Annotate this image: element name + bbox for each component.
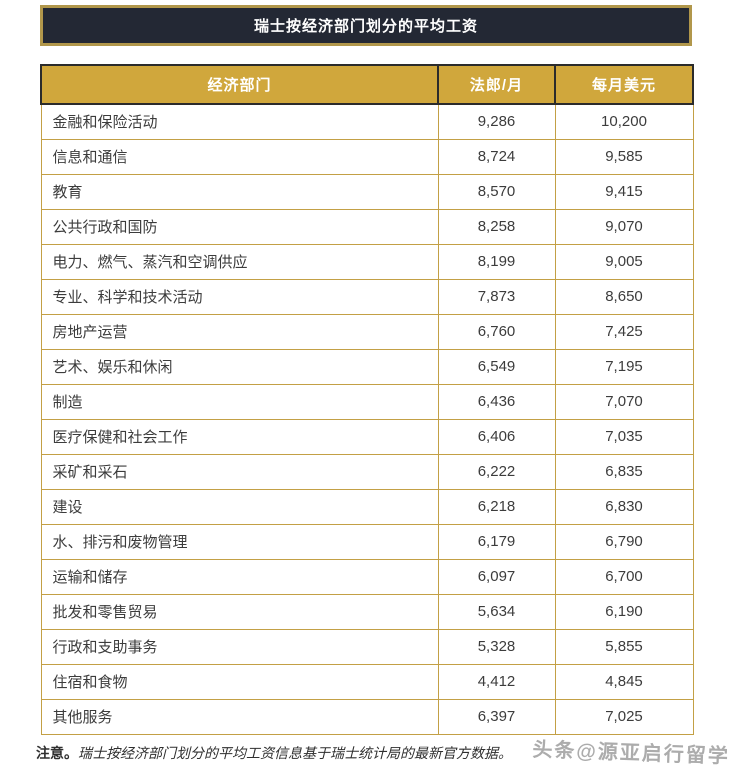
usd-cell: 7,425: [554, 313, 694, 350]
usd-cell: 9,070: [554, 208, 694, 245]
sector-cell: 运输和储存: [40, 558, 439, 595]
chf-cell: 6,436: [437, 383, 556, 420]
chf-cell: 6,406: [437, 418, 556, 455]
chf-cell: 6,222: [437, 453, 556, 490]
chf-cell: 4,412: [437, 663, 556, 700]
sector-cell: 艺术、娱乐和休闲: [40, 348, 439, 385]
chf-cell: 6,179: [437, 523, 556, 560]
sector-cell: 采矿和采石: [40, 453, 439, 490]
table-row: 建设 6,218 6,830: [40, 488, 694, 525]
page-title: 瑞士按经济部门划分的平均工资: [253, 18, 478, 35]
sector-cell: 批发和零售贸易: [40, 593, 439, 630]
table-row: 水、排污和废物管理 6,179 6,790: [40, 523, 694, 560]
usd-cell: 10,200: [554, 103, 694, 140]
table-body: 金融和保险活动 9,286 10,200 信息和通信 8,724 9,585 教…: [40, 103, 694, 735]
table-row: 其他服务 6,397 7,025: [40, 698, 694, 735]
chf-cell: 6,218: [437, 488, 556, 525]
header-sector: 经济部门: [40, 64, 439, 105]
table-row: 艺术、娱乐和休闲 6,549 7,195: [40, 348, 694, 385]
chf-cell: 5,328: [437, 628, 556, 665]
table-row: 批发和零售贸易 5,634 6,190: [40, 593, 694, 630]
table-row: 房地产运营 6,760 7,425: [40, 313, 694, 350]
chf-cell: 7,873: [437, 278, 556, 315]
chf-cell: 9,286: [437, 103, 556, 140]
sector-cell: 建设: [40, 488, 439, 525]
sector-cell: 制造: [40, 383, 439, 420]
sector-cell: 房地产运营: [40, 313, 439, 350]
sector-cell: 专业、科学和技术活动: [40, 278, 439, 315]
table-row: 制造 6,436 7,070: [40, 383, 694, 420]
table-row: 专业、科学和技术活动 7,873 8,650: [40, 278, 694, 315]
sector-cell: 住宿和食物: [40, 663, 439, 700]
chf-cell: 6,549: [437, 348, 556, 385]
chf-cell: 6,097: [437, 558, 556, 595]
sector-cell: 其他服务: [40, 698, 439, 735]
table-row: 医疗保健和社会工作 6,406 7,035: [40, 418, 694, 455]
usd-cell: 8,650: [554, 278, 694, 315]
sector-cell: 教育: [40, 173, 439, 210]
usd-cell: 9,005: [554, 243, 694, 280]
usd-cell: 7,195: [554, 348, 694, 385]
usd-cell: 6,830: [554, 488, 694, 525]
table-row: 行政和支助事务 5,328 5,855: [40, 628, 694, 665]
footnote: 注意。瑞士按经济部门划分的平均工资信息基于瑞士统计局的最新官方数据。: [36, 743, 512, 763]
header-usd: 每月美元: [554, 64, 694, 105]
sector-cell: 电力、燃气、蒸汽和空调供应: [40, 243, 439, 280]
chf-cell: 8,258: [437, 208, 556, 245]
table-row: 公共行政和国防 8,258 9,070: [40, 208, 694, 245]
chf-cell: 8,570: [437, 173, 556, 210]
watermark: 头条@源亚启行留学: [532, 738, 731, 768]
table-row: 采矿和采石 6,222 6,835: [40, 453, 694, 490]
header-row: 经济部门 法郎/月 每月美元: [40, 64, 694, 105]
table-header: 经济部门 法郎/月 每月美元: [40, 64, 694, 105]
footnote-label: 注意。: [36, 745, 78, 761]
chf-cell: 8,724: [437, 138, 556, 175]
usd-cell: 9,585: [554, 138, 694, 175]
usd-cell: 6,835: [554, 453, 694, 490]
sector-cell: 行政和支助事务: [40, 628, 439, 665]
table-row: 信息和通信 8,724 9,585: [40, 138, 694, 175]
title-banner: 瑞士按经济部门划分的平均工资: [40, 5, 692, 46]
chf-cell: 8,199: [437, 243, 556, 280]
table-row: 教育 8,570 9,415: [40, 173, 694, 210]
footnote-text: 瑞士按经济部门划分的平均工资信息基于瑞士统计局的最新官方数据。: [78, 745, 512, 761]
usd-cell: 6,790: [554, 523, 694, 560]
wage-table: 经济部门 法郎/月 每月美元 金融和保险活动 9,286 10,200 信息和通…: [40, 64, 694, 735]
usd-cell: 9,415: [554, 173, 694, 210]
table-row: 电力、燃气、蒸汽和空调供应 8,199 9,005: [40, 243, 694, 280]
usd-cell: 7,070: [554, 383, 694, 420]
table-row: 住宿和食物 4,412 4,845: [40, 663, 694, 700]
table-row: 金融和保险活动 9,286 10,200: [40, 103, 694, 140]
usd-cell: 6,700: [554, 558, 694, 595]
table-row: 运输和储存 6,097 6,700: [40, 558, 694, 595]
usd-cell: 6,190: [554, 593, 694, 630]
sector-cell: 医疗保健和社会工作: [40, 418, 439, 455]
sector-cell: 金融和保险活动: [40, 103, 439, 140]
usd-cell: 5,855: [554, 628, 694, 665]
usd-cell: 4,845: [554, 663, 694, 700]
sector-cell: 水、排污和废物管理: [40, 523, 439, 560]
sector-cell: 公共行政和国防: [40, 208, 439, 245]
header-chf: 法郎/月: [437, 64, 556, 105]
sector-cell: 信息和通信: [40, 138, 439, 175]
chf-cell: 6,397: [437, 698, 556, 735]
chf-cell: 5,634: [437, 593, 556, 630]
usd-cell: 7,025: [554, 698, 694, 735]
chf-cell: 6,760: [437, 313, 556, 350]
usd-cell: 7,035: [554, 418, 694, 455]
